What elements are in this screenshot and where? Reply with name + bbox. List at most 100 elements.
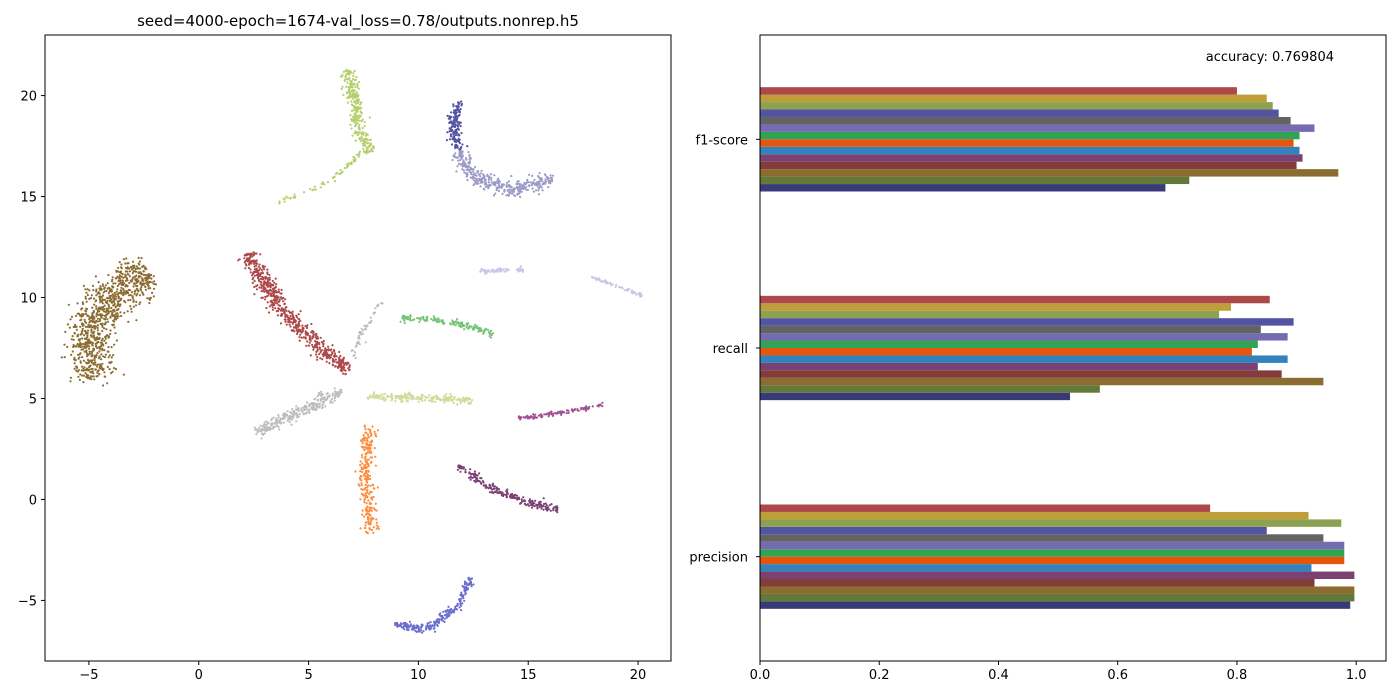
scatter-point bbox=[478, 173, 481, 176]
scatter-point bbox=[475, 174, 478, 177]
scatter-point bbox=[361, 442, 364, 445]
scatter-point bbox=[456, 602, 459, 605]
scatter-point bbox=[387, 395, 390, 398]
scatter-point bbox=[500, 184, 503, 187]
scatter-point bbox=[457, 127, 460, 130]
scatter-point bbox=[258, 426, 261, 429]
scatter-point bbox=[86, 344, 89, 347]
scatter-point bbox=[110, 280, 114, 283]
scatter-point bbox=[244, 267, 247, 270]
scatter-point bbox=[87, 329, 90, 332]
scatter-point bbox=[451, 128, 454, 132]
scatter-point bbox=[128, 275, 131, 278]
scatter-point bbox=[459, 121, 462, 124]
scatter-point bbox=[119, 311, 122, 314]
scatter-point bbox=[317, 393, 320, 396]
scatter-point bbox=[84, 325, 87, 328]
scatter-point bbox=[85, 300, 88, 303]
scatter-point bbox=[400, 398, 403, 401]
scatter-point bbox=[138, 275, 141, 278]
scatter-point bbox=[337, 356, 341, 359]
scatter-point bbox=[481, 480, 484, 483]
scatter-point bbox=[96, 365, 99, 368]
scatter-point bbox=[147, 273, 150, 276]
bar bbox=[760, 146, 1300, 155]
scatter-point bbox=[422, 630, 425, 633]
scatter-point bbox=[299, 333, 302, 336]
scatter-point bbox=[479, 327, 482, 330]
scatter-point bbox=[357, 98, 360, 101]
scatter-point bbox=[361, 440, 364, 443]
scatter-point bbox=[85, 367, 88, 370]
scatter-point bbox=[115, 277, 118, 280]
category-label: recall bbox=[713, 342, 748, 357]
scatter-point bbox=[345, 363, 348, 366]
scatter-point bbox=[100, 353, 103, 356]
scatter-point bbox=[530, 184, 533, 187]
scatter-point bbox=[429, 399, 432, 402]
scatter-point bbox=[95, 338, 98, 341]
scatter-point bbox=[458, 155, 461, 158]
scatter-point bbox=[106, 365, 109, 369]
scatter-point bbox=[267, 292, 270, 295]
scatter-point bbox=[122, 276, 125, 279]
scatter-point bbox=[518, 184, 521, 187]
scatter-point bbox=[454, 140, 457, 143]
scatter-point bbox=[74, 359, 77, 362]
scatter-point bbox=[486, 173, 489, 176]
scatter-point bbox=[433, 627, 436, 630]
scatter-point bbox=[262, 283, 266, 286]
scatter-point bbox=[523, 181, 526, 185]
scatter-point bbox=[245, 264, 248, 267]
scatter-point bbox=[293, 326, 296, 329]
scatter-point bbox=[353, 118, 356, 121]
scatter-point bbox=[123, 299, 126, 303]
scatter-point bbox=[458, 123, 461, 126]
scatter-point bbox=[413, 627, 416, 631]
scatter-point bbox=[84, 297, 87, 300]
scatter-point bbox=[300, 336, 303, 339]
scatter-point bbox=[101, 329, 104, 333]
scatter-point bbox=[449, 392, 452, 396]
scatter-point bbox=[547, 413, 550, 416]
scatter-point bbox=[361, 513, 364, 516]
scatter-point bbox=[554, 411, 557, 414]
scatter-point bbox=[363, 474, 366, 477]
scatter-point bbox=[457, 159, 460, 162]
scatter-point bbox=[277, 300, 280, 303]
scatter-point bbox=[289, 325, 292, 328]
scatter-point bbox=[297, 320, 300, 323]
scatter-point bbox=[92, 375, 95, 378]
scatter-point bbox=[301, 324, 304, 327]
bar bbox=[760, 176, 1190, 185]
scatter-point bbox=[256, 271, 259, 274]
scatter-point bbox=[94, 327, 97, 330]
scatter-point bbox=[282, 414, 285, 417]
scatter-point bbox=[637, 292, 640, 295]
scatter-point bbox=[120, 292, 123, 295]
scatter-point bbox=[518, 190, 521, 193]
scatter-point bbox=[406, 624, 409, 627]
scatter-point bbox=[459, 163, 462, 166]
scatter-point bbox=[524, 503, 527, 506]
scatter-point bbox=[419, 316, 422, 319]
scatter-point bbox=[253, 285, 256, 289]
scatter-point bbox=[348, 365, 351, 368]
scatter-point bbox=[390, 394, 393, 397]
scatter-point bbox=[429, 621, 432, 624]
scatter-point bbox=[460, 321, 464, 324]
scatter-point bbox=[102, 285, 105, 288]
scatter-point bbox=[285, 195, 288, 198]
scatter-point bbox=[529, 181, 532, 184]
scatter-point bbox=[477, 328, 480, 331]
scatter-point bbox=[107, 273, 110, 277]
scatter-point bbox=[256, 428, 259, 431]
scatter-point bbox=[249, 260, 252, 263]
scatter-point bbox=[359, 463, 362, 467]
scatter-point bbox=[349, 79, 352, 82]
scatter-point bbox=[339, 169, 342, 172]
scatter-point bbox=[308, 404, 311, 407]
scatter-point bbox=[257, 278, 260, 281]
scatter-point bbox=[356, 82, 359, 85]
scatter-point bbox=[487, 269, 490, 272]
